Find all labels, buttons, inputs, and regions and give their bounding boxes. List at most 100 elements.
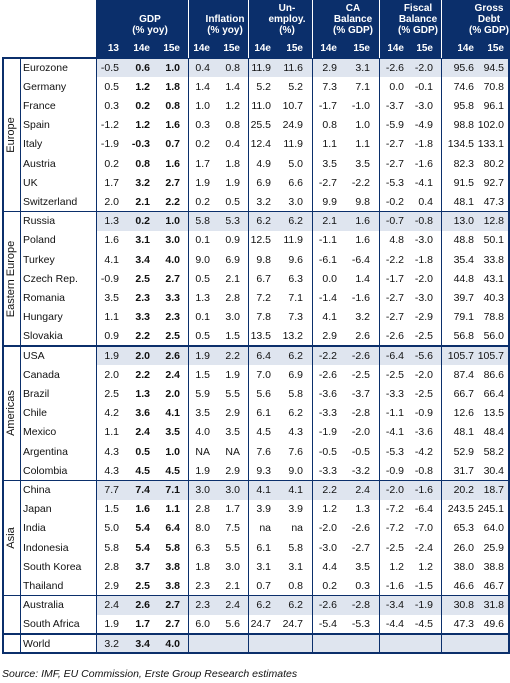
- value-cell: 5.3: [225, 215, 240, 228]
- value-cell: 49.6: [483, 618, 504, 631]
- metric-divider-body: [312, 58, 313, 654]
- country-name: India: [23, 522, 46, 535]
- value-cell: 1.6: [355, 234, 370, 247]
- value-cell: 9.0: [288, 464, 303, 477]
- value-cell: 6.2: [256, 215, 271, 228]
- group-separator: [2, 594, 510, 597]
- metric-header-line: Inflation: [205, 14, 245, 25]
- value-cell: 2.0: [104, 196, 119, 208]
- value-cell: -5.6: [414, 349, 433, 362]
- period-header: 13: [107, 43, 119, 54]
- metric-header-line: CA: [345, 3, 361, 14]
- value-cell: 133.1: [477, 138, 504, 151]
- value-cell: 1.0: [165, 445, 180, 458]
- value-cell: -1.8: [414, 138, 433, 151]
- value-cell: 6.2: [288, 407, 303, 420]
- value-cell: -4.2: [414, 445, 433, 458]
- value-cell: -2.7: [385, 157, 404, 170]
- value-cell: 82.3: [453, 157, 474, 170]
- value-cell: 1.2: [135, 119, 150, 132]
- period-header: 14e: [320, 43, 337, 54]
- value-cell: 2.5: [135, 580, 150, 592]
- value-cell: na: [259, 522, 271, 535]
- value-cell: 1.1: [165, 503, 180, 516]
- value-cell: 2.6: [135, 599, 150, 612]
- value-cell: 2.4: [165, 368, 180, 381]
- value-cell: -2.8: [351, 599, 370, 612]
- value-cell: -0.7: [385, 215, 404, 228]
- value-cell: -3.6: [414, 426, 433, 439]
- value-cell: 7.6: [288, 445, 303, 458]
- value-cell: 52.9: [453, 445, 474, 458]
- value-cell: 2.9: [322, 330, 337, 343]
- country-name: Slovakia: [23, 330, 63, 343]
- value-cell: 2.1: [322, 215, 337, 228]
- value-cell: 11.6: [283, 61, 303, 74]
- country-name: Colombia: [23, 464, 68, 477]
- value-cell: NA: [225, 445, 240, 458]
- period-header: 14e: [387, 43, 404, 54]
- value-cell: -7.2: [385, 522, 404, 535]
- value-cell: 46.6: [453, 580, 474, 592]
- value-cell: 5.5: [225, 388, 240, 400]
- value-cell: 2.6: [165, 349, 180, 362]
- value-cell: 4.8: [389, 234, 404, 247]
- value-cell: 58.2: [483, 445, 504, 458]
- value-cell: 3.5: [195, 407, 210, 420]
- value-cell: 24.7: [282, 618, 303, 631]
- value-cell: 3.7: [135, 560, 150, 573]
- value-cell: NA: [195, 445, 210, 458]
- value-cell: 13.5: [483, 407, 504, 420]
- value-cell: 7.1: [288, 292, 303, 304]
- metric-divider: [96, 0, 97, 654]
- value-cell: 245.1: [477, 503, 504, 516]
- value-cell: 0.3: [104, 100, 119, 112]
- country-name: Austria: [23, 157, 56, 170]
- country-name: China: [23, 484, 51, 496]
- value-cell: 40.3: [483, 292, 504, 304]
- metric-divider-body: [248, 58, 249, 654]
- value-cell: 6.3: [195, 541, 210, 554]
- value-cell: 7.8: [256, 311, 271, 324]
- value-cell: -2.0: [318, 522, 337, 535]
- value-cell: 3.1: [355, 61, 370, 74]
- value-cell: 4.1: [322, 311, 337, 324]
- value-cell: 2.7: [165, 272, 180, 285]
- country-name: South Africa: [23, 618, 80, 631]
- value-cell: -0.8: [414, 464, 433, 477]
- value-cell: 0.5: [225, 196, 240, 208]
- value-cell: -0.9: [414, 407, 433, 420]
- value-cell: 11.9: [283, 234, 303, 247]
- value-cell: 7.2: [256, 292, 271, 304]
- value-cell: 0.5: [135, 445, 150, 458]
- value-cell: -2.5: [385, 368, 404, 381]
- value-cell: [305, 635, 337, 653]
- value-cell: 1.5: [104, 503, 119, 516]
- value-cell: -0.1: [414, 80, 433, 93]
- value-cell: -6.4: [351, 253, 370, 266]
- value-cell: -2.5: [414, 388, 433, 400]
- value-cell: 1.9: [225, 368, 240, 381]
- value-cell: 0.8: [288, 580, 303, 592]
- value-cell: 3.2: [135, 176, 150, 189]
- country-name: UK: [23, 176, 38, 189]
- value-cell: 5.4: [135, 522, 150, 535]
- period-header: 14e: [457, 43, 474, 54]
- value-cell: 105.7: [477, 349, 504, 362]
- value-cell: 0.3: [355, 580, 370, 592]
- value-cell: 6.1: [256, 407, 271, 420]
- country-name: Brazil: [23, 388, 50, 400]
- value-cell: 0.2: [195, 138, 210, 151]
- value-cell: 30.8: [453, 599, 474, 612]
- value-cell: -3.4: [385, 599, 404, 612]
- value-cell: 0.6: [135, 61, 150, 74]
- value-cell: -2.6: [318, 599, 337, 612]
- value-cell: -2.0: [385, 484, 404, 496]
- value-cell: 6.4: [165, 522, 180, 535]
- value-cell: 1.4: [195, 80, 210, 93]
- value-cell: 48.4: [483, 426, 504, 439]
- value-cell: 0.2: [195, 196, 210, 208]
- value-cell: -2.0: [351, 426, 370, 439]
- value-cell: 3.2: [104, 637, 119, 650]
